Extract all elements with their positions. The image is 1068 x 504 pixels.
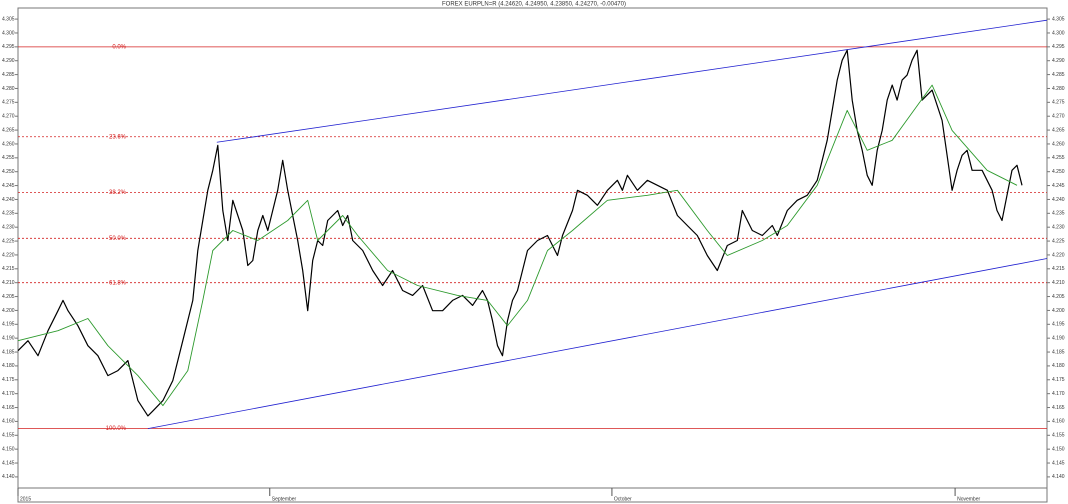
y-tick-label: 4.255	[1052, 155, 1065, 161]
y-tick-label: 4.220	[2, 252, 15, 258]
y-tick-label: 4.145	[2, 460, 15, 466]
y-tick-label: 4.280	[1052, 86, 1065, 92]
y-tick-label: 4.255	[2, 155, 15, 161]
y-tick-label: 4.190	[2, 336, 15, 342]
x-tick-label: 2015	[20, 496, 31, 502]
y-tick-label: 4.290	[2, 58, 15, 64]
y-tick-label: 4.210	[1052, 280, 1065, 286]
y-tick-label: 4.305	[1052, 16, 1065, 22]
y-tick-label: 4.245	[2, 183, 15, 189]
y-tick-label: 4.205	[2, 294, 15, 300]
y-tick-label: 4.200	[2, 308, 15, 314]
y-tick-label: 4.295	[1052, 44, 1065, 50]
y-tick-label: 4.245	[1052, 183, 1065, 189]
time-axis	[17, 487, 1048, 503]
y-tick-label: 4.230	[2, 225, 15, 231]
y-tick-label: 4.140	[2, 474, 15, 480]
y-tick-label: 4.145	[1052, 460, 1065, 466]
chart-title: FOREX EURPLN=R (4.24620, 4.24950, 4.2385…	[442, 2, 626, 8]
y-tick-label: 4.225	[2, 238, 15, 244]
y-tick-label: 4.150	[2, 446, 15, 452]
y-tick-label: 4.140	[1052, 474, 1065, 480]
y-tick-label: 4.265	[1052, 127, 1065, 133]
y-tick-label: 4.180	[1052, 363, 1065, 369]
y-tick-label: 4.195	[1052, 322, 1065, 328]
y-tick-label: 4.270	[1052, 114, 1065, 120]
y-tick-label: 4.195	[2, 322, 15, 328]
x-tick-label: October	[614, 496, 632, 502]
y-tick-label: 4.240	[2, 197, 15, 203]
price-line	[17, 49, 1023, 417]
y-tick-label: 4.270	[2, 114, 15, 120]
y-tick-label: 4.160	[1052, 419, 1065, 425]
y-tick-label: 4.260	[2, 141, 15, 147]
trend-line	[147, 258, 1048, 430]
y-tick-label: 4.165	[2, 405, 15, 411]
y-tick-label: 4.230	[1052, 225, 1065, 231]
y-tick-label: 4.170	[1052, 391, 1065, 397]
y-tick-label: 4.250	[1052, 169, 1065, 175]
y-tick-label: 4.200	[1052, 308, 1065, 314]
y-tick-label: 4.160	[2, 419, 15, 425]
y-tick-label: 4.210	[2, 280, 15, 286]
fib-label: 23.6%	[109, 134, 127, 140]
y-tick-label: 4.165	[1052, 405, 1065, 411]
y-tick-label: 4.275	[2, 100, 15, 106]
y-tick-label: 4.175	[2, 377, 15, 383]
y-tick-label: 4.265	[2, 127, 15, 133]
y-tick-label: 4.275	[1052, 100, 1065, 106]
y-tick-label: 4.235	[2, 211, 15, 217]
y-tick-label: 4.180	[2, 363, 15, 369]
x-tick-label: November	[957, 496, 980, 502]
y-tick-label: 4.220	[1052, 252, 1065, 258]
y-tick-label: 4.240	[1052, 197, 1065, 203]
y-tick-label: 4.185	[2, 349, 15, 355]
y-tick-label: 4.205	[1052, 294, 1065, 300]
fib-label: 0.0%	[112, 44, 126, 50]
y-tick-label: 4.185	[1052, 349, 1065, 355]
y-tick-label: 4.250	[2, 169, 15, 175]
y-tick-label: 4.290	[1052, 58, 1065, 64]
y-tick-label: 4.170	[2, 391, 15, 397]
y-tick-label: 4.215	[2, 266, 15, 272]
y-tick-label: 4.155	[1052, 433, 1065, 439]
plot-frame	[17, 7, 1048, 489]
fib-label: 100.0%	[106, 426, 127, 432]
y-tick-label: 4.300	[1052, 30, 1065, 36]
y-tick-label: 4.155	[2, 433, 15, 439]
y-tick-label: 4.235	[1052, 211, 1065, 217]
moving-average	[17, 84, 1018, 407]
y-tick-label: 4.225	[1052, 238, 1065, 244]
y-tick-label: 4.215	[1052, 266, 1065, 272]
y-tick-label: 4.190	[1052, 336, 1065, 342]
y-tick-label: 4.150	[1052, 446, 1065, 452]
y-tick-label: 4.295	[2, 44, 15, 50]
trend-line	[216, 19, 1048, 143]
y-tick-label: 4.305	[2, 16, 15, 22]
fib-label: 61.8%	[109, 280, 127, 286]
fib-label: 38.2%	[109, 190, 127, 196]
y-tick-label: 4.285	[1052, 72, 1065, 78]
y-tick-label: 4.300	[2, 30, 15, 36]
fib-label: 50.0%	[109, 236, 127, 242]
y-tick-label: 4.285	[2, 72, 15, 78]
y-tick-label: 4.280	[2, 86, 15, 92]
y-tick-label: 4.260	[1052, 141, 1065, 147]
y-tick-label: 4.175	[1052, 377, 1065, 383]
x-tick-label: September	[272, 496, 297, 502]
